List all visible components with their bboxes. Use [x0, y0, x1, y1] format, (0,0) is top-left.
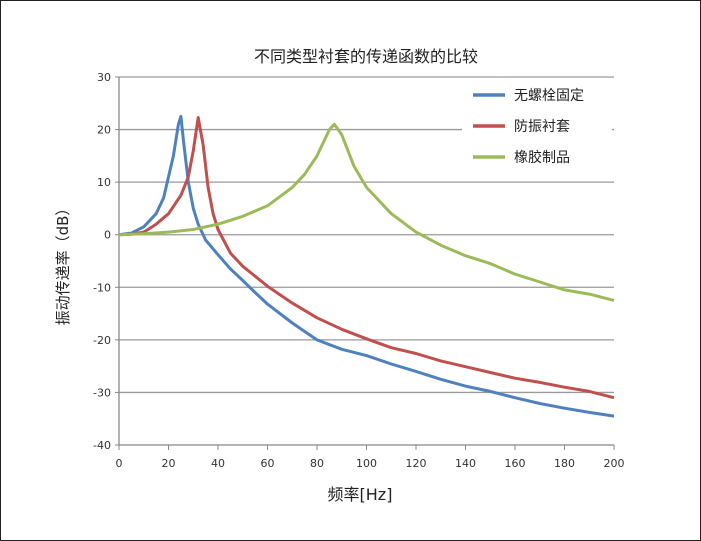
- series-line: [118, 114, 615, 418]
- x-tick-label: 20: [162, 457, 176, 470]
- y-tick-label: -10: [93, 281, 111, 294]
- x-tick-label: 0: [116, 457, 123, 470]
- y-tick-label: -30: [93, 386, 111, 399]
- y-tick-label: 20: [97, 124, 111, 137]
- y-tick-label: 10: [97, 176, 111, 189]
- x-tick-label: 80: [310, 457, 324, 470]
- series-line: [118, 122, 615, 302]
- chart-title: 不同类型衬套的传递函数的比较: [254, 47, 478, 66]
- y-tick-label: 30: [97, 71, 111, 84]
- x-axis-label: 频率[Hz]: [328, 485, 393, 504]
- series-line: [118, 116, 615, 400]
- y-tick-label: -20: [93, 334, 111, 347]
- y-tick-label: 0: [104, 229, 111, 242]
- y-axis-label: 振动传递率（dB）: [54, 201, 72, 326]
- legend-label: 防振衬套: [514, 119, 570, 135]
- x-tick-label: 100: [356, 457, 377, 470]
- x-tick-label: 160: [505, 457, 526, 470]
- legend-label: 无螺栓固定: [514, 88, 584, 104]
- x-tick-label: 40: [211, 457, 225, 470]
- legend-label: 橡胶制品: [514, 149, 570, 166]
- y-tick-label: -40: [93, 439, 111, 452]
- x-tick-label: 120: [406, 457, 427, 470]
- x-tick-label: 200: [604, 457, 625, 470]
- x-tick-label: 180: [554, 457, 575, 470]
- x-tick-label: 140: [455, 457, 476, 470]
- x-tick-label: 60: [261, 457, 275, 470]
